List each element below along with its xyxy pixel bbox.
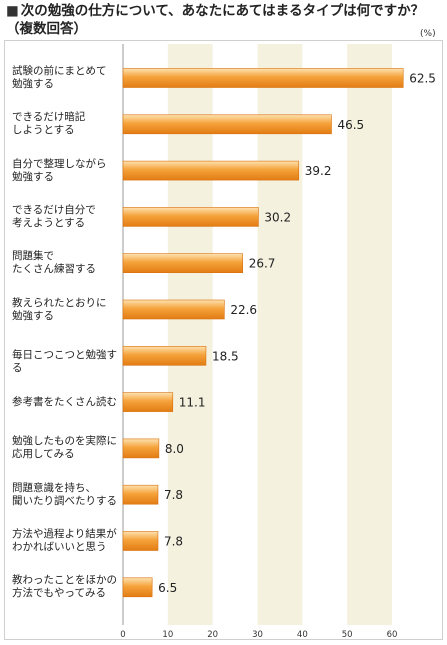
- bar: [122, 253, 244, 273]
- bar: [122, 531, 159, 551]
- data-label: 18.5: [212, 349, 239, 363]
- data-label: 26.7: [249, 257, 276, 271]
- bar: [122, 345, 207, 366]
- bar: [122, 160, 300, 181]
- data-label: 39.2: [305, 164, 332, 178]
- bar: [122, 68, 404, 88]
- category-label: 試験の前にまとめて 勉強する: [12, 65, 107, 90]
- category-label: 参考書をたくさん読む: [12, 395, 117, 408]
- bar: [122, 207, 259, 227]
- category-label: できるだけ自分で 考えようとする: [12, 203, 96, 229]
- data-label: 22.6: [230, 303, 257, 317]
- x-tick-label: 0: [120, 630, 125, 640]
- category-label: 勉強したものを実際に 応用してみる: [12, 435, 117, 461]
- bar: [122, 392, 174, 412]
- x-tick-label: 50: [342, 630, 353, 640]
- x-tick-label: 40: [297, 630, 308, 640]
- data-label: 30.2: [264, 210, 291, 224]
- x-tick-label: 60: [387, 630, 398, 640]
- category-label: 問題集で たくさん練習する: [12, 250, 96, 276]
- data-label: 46.5: [337, 118, 364, 132]
- bar: [122, 484, 159, 505]
- data-label: 8.0: [165, 442, 184, 456]
- data-label: 62.5: [409, 72, 436, 86]
- bar: [122, 114, 332, 135]
- unit-label: (%): [420, 29, 436, 39]
- data-label: 7.8: [164, 488, 183, 502]
- category-label: 方法や過程より結果が わかればいいと思う: [12, 528, 117, 553]
- chart-title-text: 次の勉強の仕方について、あなたにあてはまるタイプは何ですか？（複数回答）: [6, 3, 425, 37]
- bar: [122, 438, 160, 459]
- category-label: 自分で整理しながら 勉強する: [12, 157, 107, 183]
- x-tick-label: 30: [252, 630, 263, 640]
- chart-title: ■ 次の勉強の仕方について、あなたにあてはまるタイプは何ですか？（複数回答）: [6, 2, 441, 38]
- category-label: 問題意識を持ち、 聞いたり調べたりする: [12, 481, 117, 507]
- data-label: 6.5: [158, 581, 177, 595]
- title-marker: ■: [6, 3, 19, 19]
- bar: [122, 299, 225, 320]
- grid-band: [347, 44, 392, 625]
- x-tick-label: 20: [207, 630, 218, 640]
- x-tick-label: 10: [162, 630, 173, 640]
- grid-band: [257, 44, 303, 625]
- category-label: 教えられたとおりに 勉強する: [12, 296, 107, 322]
- bar: [122, 577, 153, 598]
- data-label: 7.8: [164, 535, 183, 549]
- data-label: 11.1: [179, 396, 206, 410]
- chart-frame: [4, 40, 443, 640]
- category-label: できるだけ暗記 しようとする: [12, 111, 86, 137]
- grid-band: [167, 44, 213, 625]
- category-label: 毎日こつこつと勉強する: [12, 349, 117, 375]
- category-label: 教わったことをほかの 方法でもやってみる: [12, 574, 117, 600]
